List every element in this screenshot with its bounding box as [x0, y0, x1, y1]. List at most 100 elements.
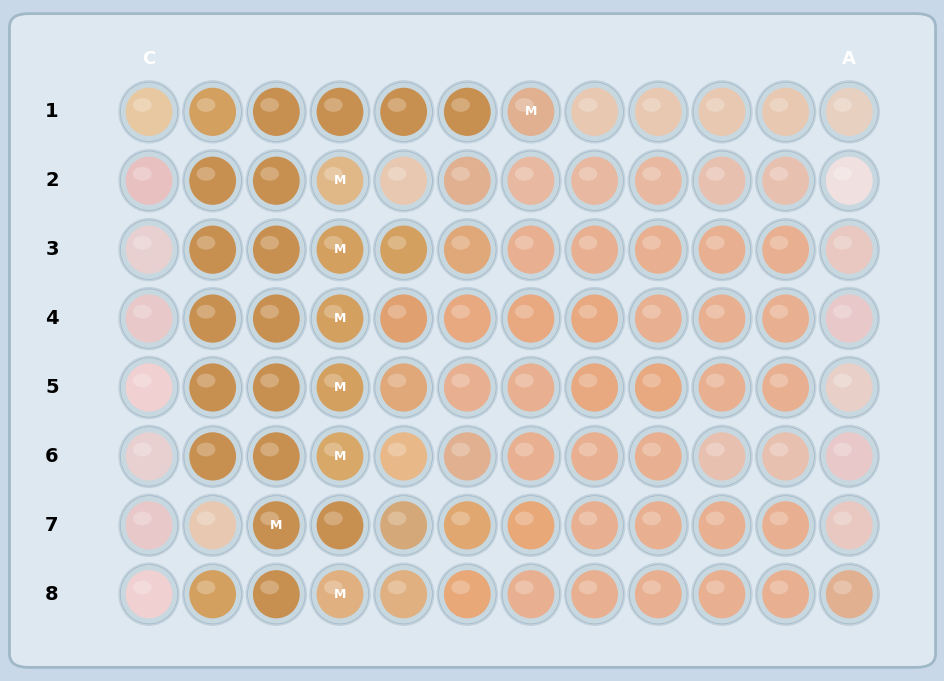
Ellipse shape — [373, 355, 434, 419]
Ellipse shape — [768, 305, 787, 319]
Ellipse shape — [438, 565, 496, 624]
Ellipse shape — [451, 511, 469, 525]
Ellipse shape — [379, 225, 427, 274]
Ellipse shape — [825, 294, 871, 343]
Ellipse shape — [245, 355, 307, 419]
Ellipse shape — [762, 501, 808, 550]
Ellipse shape — [379, 501, 427, 550]
Ellipse shape — [499, 80, 561, 144]
Ellipse shape — [833, 98, 851, 112]
Ellipse shape — [196, 98, 215, 112]
Ellipse shape — [514, 167, 533, 180]
Ellipse shape — [565, 565, 623, 624]
Ellipse shape — [642, 580, 660, 595]
Ellipse shape — [629, 82, 686, 142]
Ellipse shape — [507, 157, 554, 205]
Ellipse shape — [833, 443, 851, 456]
Ellipse shape — [379, 157, 427, 205]
Ellipse shape — [501, 565, 559, 624]
Ellipse shape — [375, 358, 432, 417]
Ellipse shape — [693, 220, 750, 279]
Ellipse shape — [379, 294, 427, 343]
Ellipse shape — [818, 355, 879, 419]
Ellipse shape — [564, 287, 625, 350]
Ellipse shape — [189, 364, 236, 411]
Ellipse shape — [189, 225, 236, 274]
Ellipse shape — [564, 218, 625, 281]
Ellipse shape — [634, 88, 681, 136]
Ellipse shape — [818, 80, 879, 144]
Ellipse shape — [311, 289, 368, 348]
Ellipse shape — [690, 425, 752, 488]
Ellipse shape — [189, 88, 236, 136]
Text: M: M — [270, 519, 282, 532]
Ellipse shape — [629, 427, 686, 486]
Text: M: M — [333, 174, 346, 187]
Ellipse shape — [578, 167, 597, 180]
Ellipse shape — [196, 443, 215, 456]
Ellipse shape — [387, 167, 406, 180]
Ellipse shape — [444, 501, 490, 550]
Ellipse shape — [260, 98, 278, 112]
Ellipse shape — [819, 289, 877, 348]
Text: 8: 8 — [45, 585, 59, 604]
Ellipse shape — [634, 225, 681, 274]
Ellipse shape — [825, 88, 871, 136]
Ellipse shape — [260, 374, 278, 387]
Ellipse shape — [756, 220, 814, 279]
Text: M: M — [333, 381, 346, 394]
Ellipse shape — [514, 374, 533, 387]
Ellipse shape — [182, 287, 244, 350]
Ellipse shape — [578, 580, 597, 595]
Ellipse shape — [825, 570, 871, 618]
Ellipse shape — [182, 425, 244, 488]
Ellipse shape — [387, 511, 406, 525]
Ellipse shape — [118, 563, 179, 626]
Ellipse shape — [570, 570, 617, 618]
Ellipse shape — [693, 427, 750, 486]
Ellipse shape — [818, 287, 879, 350]
Ellipse shape — [311, 82, 368, 142]
Ellipse shape — [444, 570, 490, 618]
Text: M: M — [333, 588, 346, 601]
Ellipse shape — [690, 563, 752, 626]
Ellipse shape — [825, 225, 871, 274]
Ellipse shape — [507, 225, 554, 274]
Ellipse shape — [379, 364, 427, 411]
Ellipse shape — [118, 355, 179, 419]
Ellipse shape — [247, 151, 305, 210]
Ellipse shape — [118, 218, 179, 281]
Ellipse shape — [451, 305, 469, 319]
Ellipse shape — [253, 157, 299, 205]
Ellipse shape — [756, 427, 814, 486]
Ellipse shape — [698, 294, 745, 343]
Ellipse shape — [126, 225, 172, 274]
Ellipse shape — [698, 501, 745, 550]
Ellipse shape — [819, 151, 877, 210]
Ellipse shape — [756, 565, 814, 624]
Ellipse shape — [578, 236, 597, 250]
Ellipse shape — [133, 443, 152, 456]
Ellipse shape — [253, 570, 299, 618]
Ellipse shape — [120, 289, 177, 348]
Ellipse shape — [316, 364, 363, 411]
Ellipse shape — [120, 565, 177, 624]
Ellipse shape — [182, 563, 244, 626]
Ellipse shape — [309, 80, 370, 144]
Ellipse shape — [693, 565, 750, 624]
Ellipse shape — [451, 98, 469, 112]
Ellipse shape — [819, 496, 877, 555]
Ellipse shape — [818, 425, 879, 488]
Ellipse shape — [819, 220, 877, 279]
Ellipse shape — [819, 358, 877, 417]
Ellipse shape — [309, 425, 370, 488]
Ellipse shape — [311, 427, 368, 486]
Ellipse shape — [762, 432, 808, 481]
Ellipse shape — [245, 218, 307, 281]
Ellipse shape — [324, 580, 343, 595]
Ellipse shape — [118, 149, 179, 212]
Ellipse shape — [627, 287, 688, 350]
Ellipse shape — [507, 570, 554, 618]
Ellipse shape — [260, 580, 278, 595]
Ellipse shape — [196, 580, 215, 595]
